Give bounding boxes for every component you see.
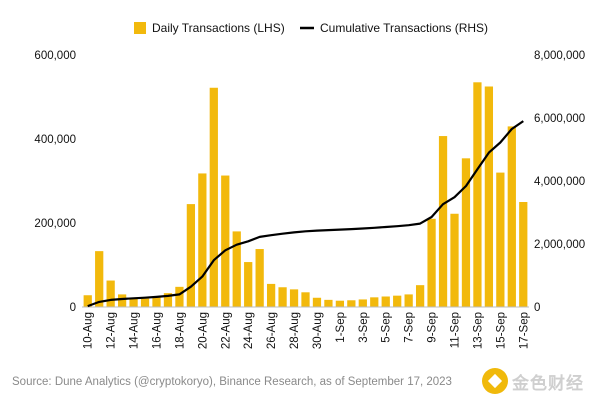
bar-2-Sep: [347, 300, 356, 307]
bar-series: [83, 82, 528, 308]
watermark: 金色财经: [482, 367, 584, 395]
bar-11-Aug: [95, 251, 104, 307]
bar-24-Aug: [244, 262, 253, 307]
bar-20-Aug: [198, 173, 207, 307]
bar-15-Sep: [496, 172, 505, 307]
bar-13-Aug: [117, 294, 127, 307]
bar-7-Sep: [404, 294, 413, 307]
x-axis: 10-Aug 12-Aug 14-Aug 16-Aug 18-Aug 20-Aug 22-A…: [83, 312, 531, 349]
legend-label-cumulative: Cumulative Transactions (RHS): [320, 21, 488, 35]
bar-28-Aug: [289, 289, 299, 307]
legend-label-daily: Daily Transactions (LHS): [152, 21, 285, 35]
bar-8-Sep: [415, 285, 425, 307]
bar-19-Aug: [186, 204, 196, 307]
x-tick-label: 22-Aug: [220, 312, 232, 349]
x-tick-label: 13-Sep: [472, 312, 484, 349]
source-note: Source: Dune Analytics (@cryptokoryo), B…: [12, 376, 452, 388]
x-tick-label: 30-Aug: [312, 312, 324, 349]
watermark-logo-icon: [482, 368, 508, 394]
left-axis: 0 200,000 400,000 600,000: [34, 50, 76, 314]
x-tick-label: 20-Aug: [197, 312, 209, 349]
x-tick-label: 1-Sep: [335, 312, 347, 343]
bar-14-Sep: [484, 86, 494, 307]
x-tick-label: 10-Aug: [83, 312, 95, 349]
bar-4-Sep: [370, 297, 379, 307]
bar-10-Sep: [438, 136, 448, 307]
x-tick-label: 5-Sep: [381, 312, 393, 343]
right-tick-label: 6,000,000: [534, 113, 585, 125]
bar-12-Aug: [106, 280, 115, 307]
bar-3-Sep: [358, 299, 367, 307]
bar-17-Aug: [163, 293, 173, 307]
bar-17-Sep: [519, 202, 528, 307]
x-tick-label: 26-Aug: [266, 312, 278, 349]
bar-9-Sep: [427, 218, 436, 307]
left-tick-label: 200,000: [34, 218, 76, 230]
x-tick-label: 3-Sep: [358, 312, 370, 343]
bar-13-Sep: [473, 82, 482, 307]
right-axis: 0 2,000,000 4,000,000 6,000,000 8,000,000: [534, 50, 585, 314]
left-tick-label: 0: [70, 302, 76, 314]
x-tick-label: 14-Aug: [129, 312, 141, 349]
left-tick-label: 400,000: [34, 134, 76, 146]
legend-swatch-daily: [134, 22, 146, 34]
bar-16-Sep: [507, 126, 516, 308]
right-tick-label: 4,000,000: [534, 176, 585, 188]
bar-27-Aug: [278, 287, 287, 307]
x-tick-label: 9-Sep: [427, 312, 439, 343]
right-tick-label: 8,000,000: [534, 50, 585, 62]
bar-6-Sep: [393, 295, 402, 307]
bar-1-Sep: [335, 300, 345, 307]
right-tick-label: 0: [534, 302, 540, 314]
bar-31-Aug: [324, 299, 333, 307]
bar-25-Aug: [255, 249, 264, 307]
bar-21-Aug: [209, 87, 218, 307]
bar-11-Sep: [450, 213, 459, 307]
right-tick-label: 2,000,000: [534, 239, 585, 251]
legend: Daily Transactions (LHS) Cumulative Tran…: [134, 21, 488, 35]
x-tick-label: 12-Aug: [106, 312, 118, 349]
x-tick-label: 16-Aug: [152, 312, 164, 349]
bar-30-Aug: [312, 297, 322, 307]
x-tick-label: 11-Sep: [450, 312, 462, 348]
x-tick-label: 28-Aug: [289, 312, 301, 349]
line-series: [87, 120, 524, 308]
left-tick-label: 600,000: [34, 50, 76, 62]
bar-29-Aug: [301, 292, 310, 307]
x-tick-label: 15-Sep: [495, 312, 507, 349]
bar-18-Aug: [175, 286, 184, 307]
cumulative-line: [87, 120, 524, 308]
bar-12-Sep: [461, 158, 471, 307]
bar-22-Aug: [221, 175, 230, 307]
bar-5-Sep: [381, 296, 390, 307]
watermark-text: 金色财经: [512, 373, 584, 394]
bar-23-Aug: [232, 231, 241, 307]
bar-10-Aug: [83, 295, 92, 307]
bar-26-Aug: [266, 283, 276, 307]
bar-15-Aug: [140, 298, 150, 307]
x-tick-label: 7-Sep: [404, 312, 416, 343]
bar-14-Aug: [129, 297, 138, 307]
x-tick-label: 24-Aug: [243, 312, 255, 349]
x-tick-label: 17-Sep: [518, 312, 530, 349]
x-tick-label: 18-Aug: [174, 312, 186, 349]
bar-16-Aug: [152, 296, 161, 307]
